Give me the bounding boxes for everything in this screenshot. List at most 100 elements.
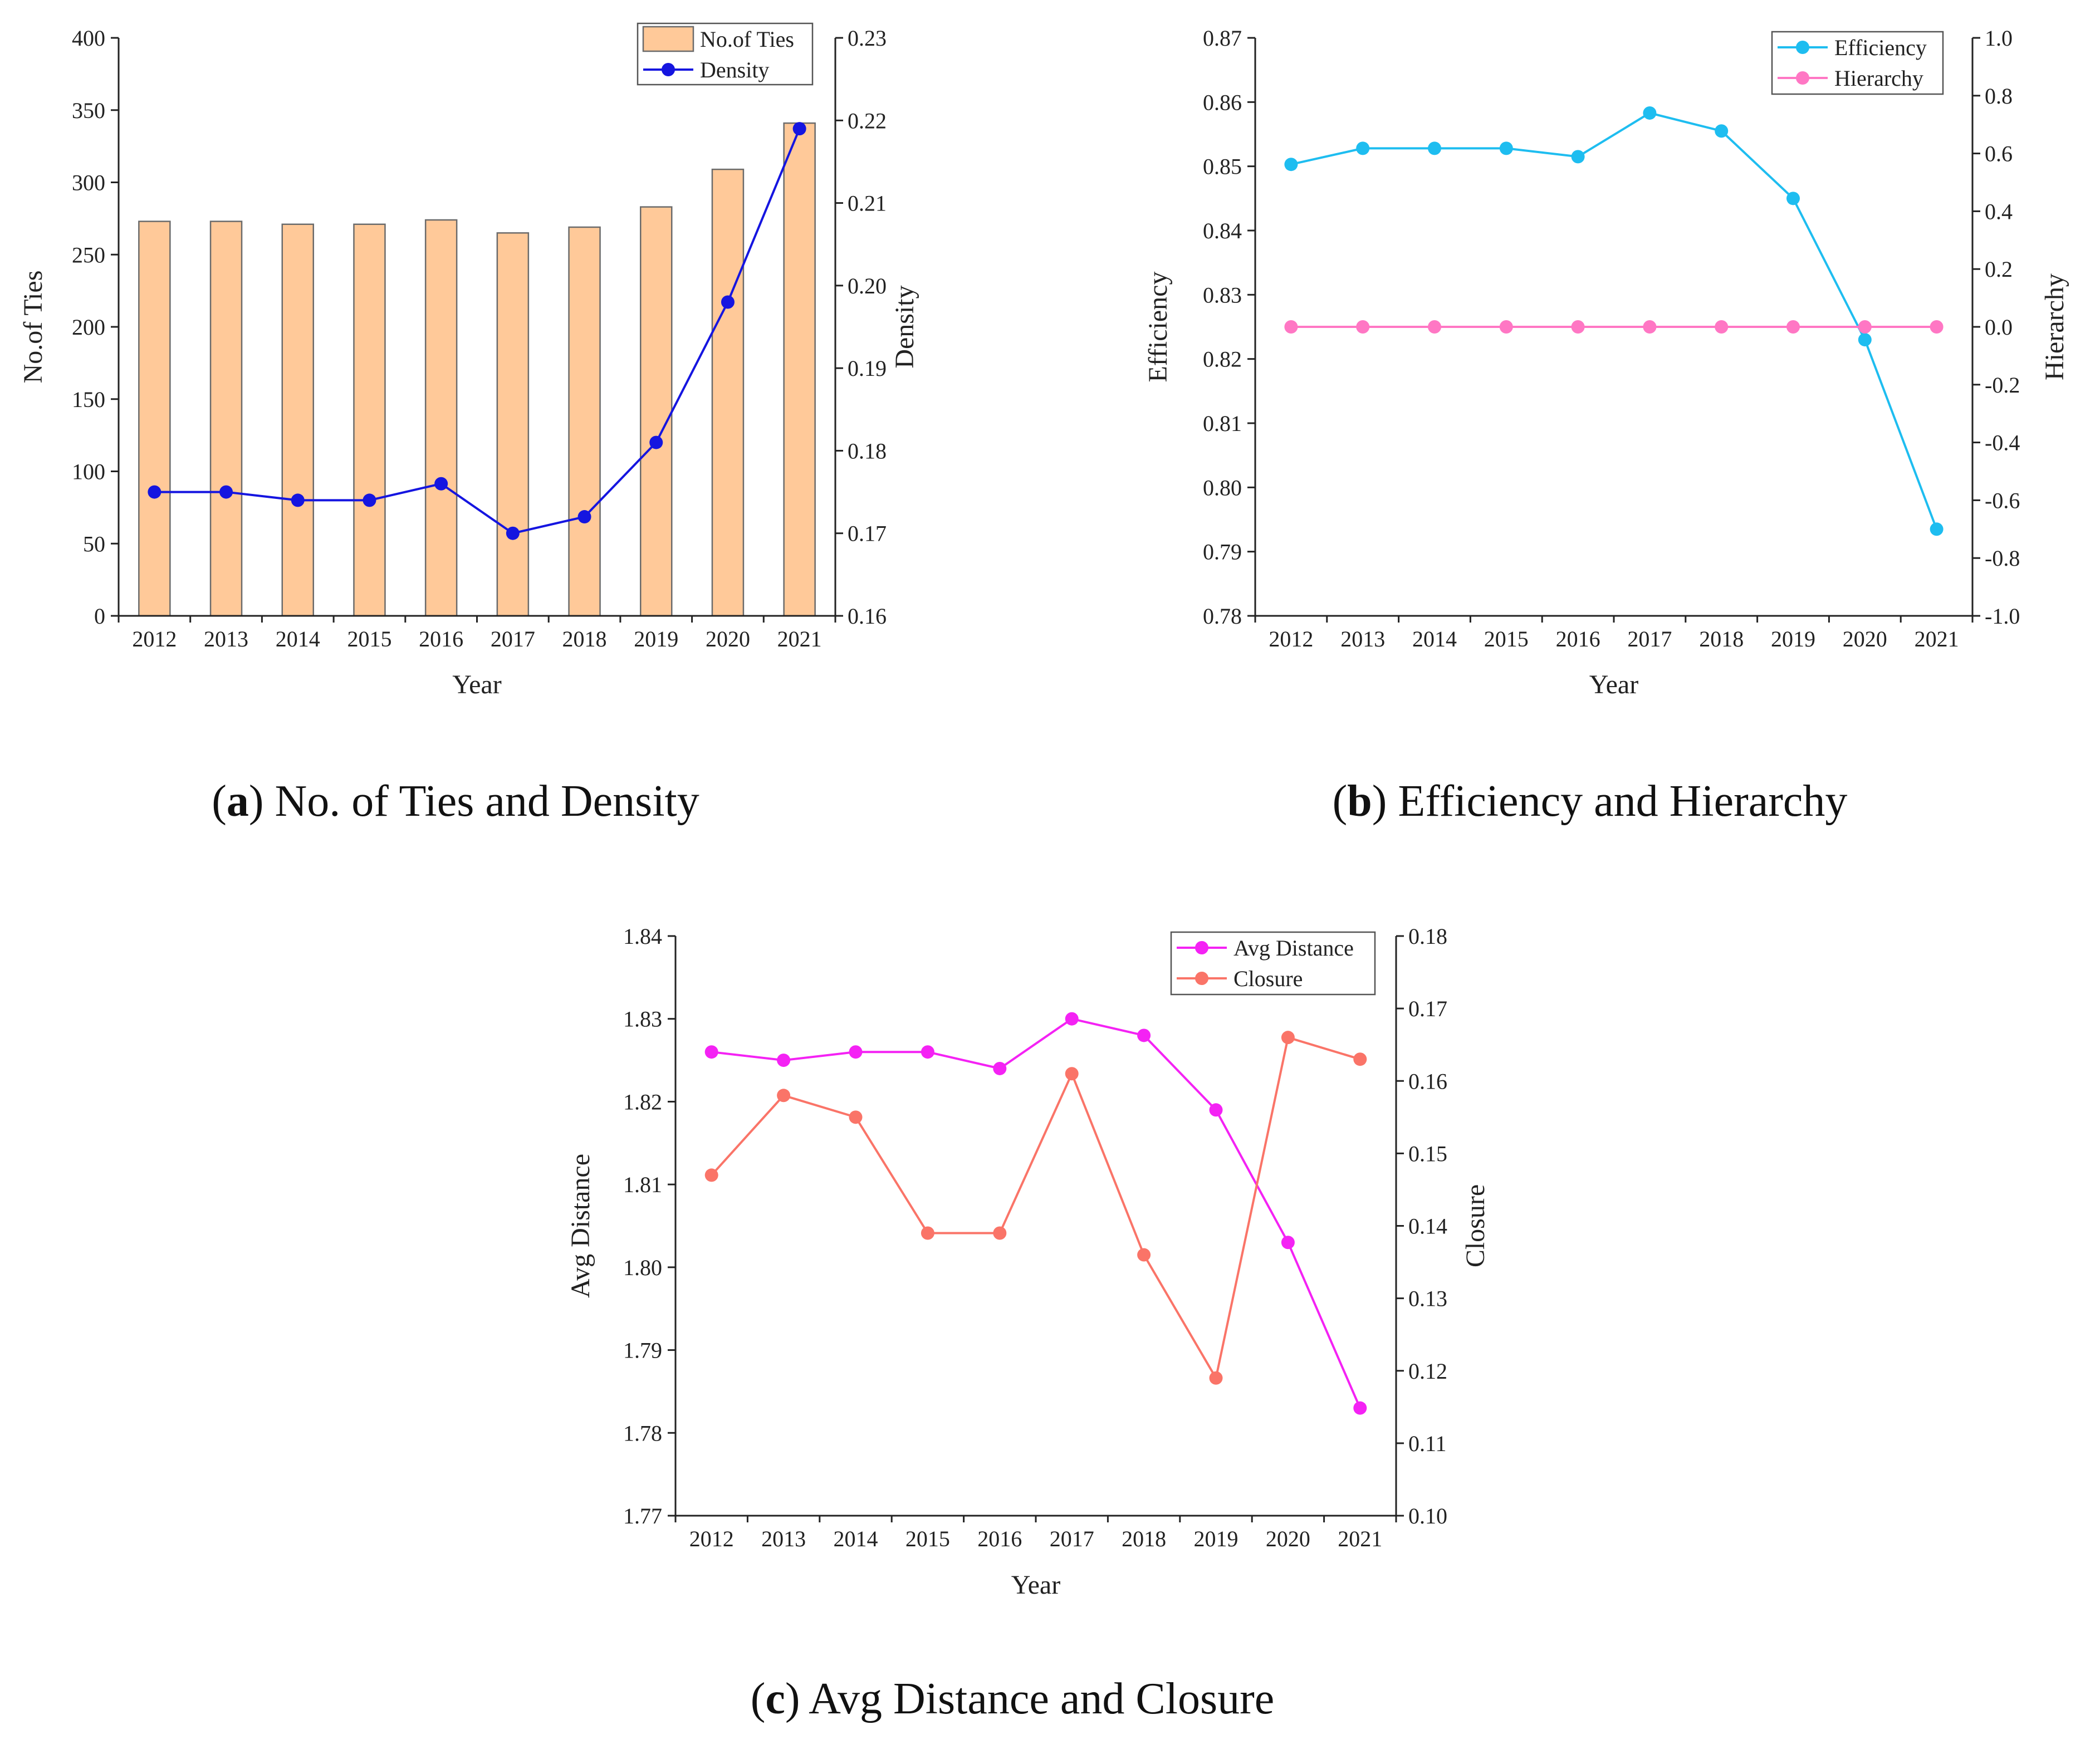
x-tick-label: 2013 <box>204 626 248 651</box>
x-tick-label: 2014 <box>276 626 320 651</box>
legend-label: Efficiency <box>1834 35 1927 60</box>
x-tick-label: 2021 <box>1915 626 1959 651</box>
point-closure-2020 <box>1281 1031 1295 1045</box>
left-tick-label: 350 <box>72 98 105 123</box>
point-avg-distance-2017 <box>1065 1012 1079 1026</box>
legend-swatch-marker <box>1796 41 1809 54</box>
x-axis-title: Year <box>452 670 501 699</box>
right-tick-label: 0.23 <box>848 26 887 51</box>
left-tick-label: 0.78 <box>1203 604 1242 629</box>
left-tick-label: 0.87 <box>1203 26 1242 51</box>
right-tick-label: 0.21 <box>848 191 887 216</box>
left-axis-title: No.of Ties <box>18 271 48 384</box>
left-tick-label: 1.83 <box>623 1007 662 1032</box>
right-tick-label: 0.0 <box>1985 315 2013 340</box>
legend-swatch-marker <box>662 63 675 76</box>
caption-paren-open: ( <box>212 777 227 826</box>
left-tick-label: 300 <box>72 170 105 195</box>
point-avg-distance-2016 <box>993 1061 1007 1075</box>
right-tick-label: 0.18 <box>1408 924 1447 949</box>
left-tick-label: 0.86 <box>1203 90 1242 115</box>
point-density-2019 <box>649 435 663 449</box>
point-hierarchy-2019 <box>1786 320 1800 334</box>
bar-2014 <box>281 223 314 617</box>
legend-swatch-marker <box>1796 71 1809 85</box>
bar-2021 <box>783 122 816 617</box>
legend-label: No.of Ties <box>700 27 794 52</box>
left-tick-label: 50 <box>83 531 105 556</box>
point-efficiency-2018 <box>1715 124 1729 138</box>
right-tick-label: 0.8 <box>1985 84 2013 109</box>
right-tick-label: 0.16 <box>1408 1069 1447 1094</box>
series-line-density <box>154 128 801 535</box>
x-tick-label: 2012 <box>132 626 177 651</box>
caption-paren-open: ( <box>751 1674 766 1723</box>
x-tick-label: 2021 <box>777 626 822 651</box>
bar-2016 <box>424 219 458 617</box>
caption-text: ) Avg Distance and Closure <box>785 1674 1274 1723</box>
left-tick-label: 0.83 <box>1203 282 1242 307</box>
point-hierarchy-2021 <box>1930 320 1944 334</box>
left-tick-label: 0 <box>94 604 105 629</box>
right-tick-label: 0.10 <box>1408 1503 1447 1528</box>
point-efficiency-2012 <box>1284 158 1298 172</box>
x-axis-title: Year <box>1011 1570 1060 1600</box>
caption-letter: a <box>227 777 249 826</box>
right-tick-label: 0.18 <box>848 438 887 463</box>
legend-swatch-marker <box>1195 941 1208 954</box>
figure-caption: (a) No. of Ties and Density <box>212 777 699 826</box>
right-tick-label: -0.4 <box>1985 430 2020 455</box>
series-line-closure <box>711 1036 1360 1381</box>
right-tick-label: 0.2 <box>1985 257 2013 282</box>
x-tick-label: 2016 <box>419 626 463 651</box>
point-efficiency-2021 <box>1930 522 1944 536</box>
point-hierarchy-2018 <box>1715 320 1729 334</box>
legend: Avg Distance Closure <box>1170 931 1376 996</box>
x-tick-label: 2018 <box>1122 1526 1166 1551</box>
left-tick-label: 0.85 <box>1203 154 1242 179</box>
legend: No.of Ties Density <box>637 22 814 86</box>
left-tick-label: 1.82 <box>623 1089 662 1114</box>
left-tick-label: 1.80 <box>623 1255 662 1280</box>
x-tick-label: 2014 <box>834 1526 878 1551</box>
point-efficiency-2015 <box>1499 141 1513 155</box>
point-closure-2019 <box>1209 1371 1223 1385</box>
figure-caption: (c) Avg Distance and Closure <box>751 1674 1274 1723</box>
point-avg-distance-2012 <box>704 1045 718 1059</box>
bar-2012 <box>138 221 171 617</box>
x-tick-label: 2017 <box>491 626 535 651</box>
point-hierarchy-2016 <box>1571 320 1585 334</box>
point-efficiency-2016 <box>1571 150 1585 164</box>
point-closure-2013 <box>777 1089 791 1103</box>
x-tick-label: 2013 <box>1340 626 1385 651</box>
left-tick-label: 0.81 <box>1203 411 1242 436</box>
legend-swatch-marker <box>1195 972 1208 985</box>
left-tick-label: 1.81 <box>623 1172 662 1197</box>
point-hierarchy-2020 <box>1858 320 1872 334</box>
left-tick-label: 0.84 <box>1203 218 1242 243</box>
x-tick-label: 2017 <box>1627 626 1672 651</box>
x-tick-label: 2019 <box>634 626 678 651</box>
x-tick-label: 2014 <box>1412 626 1457 651</box>
bar-2019 <box>640 206 673 617</box>
right-tick-label: 0.17 <box>848 521 887 546</box>
point-hierarchy-2012 <box>1284 320 1298 334</box>
x-tick-label: 2018 <box>1699 626 1744 651</box>
point-efficiency-2013 <box>1356 141 1370 155</box>
point-density-2017 <box>506 526 520 540</box>
series-line-avg-distance <box>711 1017 1362 1409</box>
legend-label: Closure <box>1233 966 1303 991</box>
point-density-2021 <box>792 122 806 136</box>
legend-label: Density <box>700 57 769 82</box>
point-density-2018 <box>577 510 591 524</box>
point-avg-distance-2019 <box>1209 1103 1223 1117</box>
point-avg-distance-2020 <box>1281 1236 1295 1250</box>
x-axis-title: Year <box>1589 670 1638 699</box>
left-tick-label: 400 <box>72 26 105 51</box>
left-tick-label: 150 <box>72 387 105 412</box>
point-hierarchy-2014 <box>1428 320 1441 334</box>
point-efficiency-2014 <box>1428 141 1441 155</box>
left-tick-label: 1.84 <box>623 924 662 949</box>
left-tick-label: 1.78 <box>623 1420 662 1446</box>
